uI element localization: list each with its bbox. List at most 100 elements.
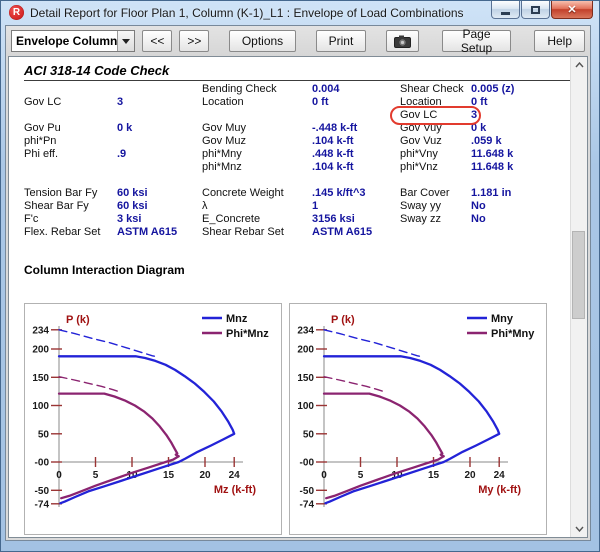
y-tick-label: -74 — [35, 499, 50, 510]
field-label: Shear Bar Fy — [24, 200, 89, 212]
legend-label: Mnz — [226, 313, 248, 325]
help-button[interactable]: Help — [534, 30, 585, 52]
interaction-diagram-mz: 234 200 150 100 50 -00 -50 -74 0 5 10 15 20 24 P (k) Mz… — [24, 303, 282, 535]
field-label: Shear Check — [400, 83, 464, 95]
field-value: 3 — [117, 96, 124, 108]
field-value — [312, 109, 400, 122]
field-label: Gov Pu — [24, 122, 61, 134]
field-value: 60 ksi — [117, 200, 148, 212]
y-tick-label: -50 — [35, 486, 50, 497]
field-value — [312, 174, 400, 187]
field-label: Concrete Weight — [202, 187, 284, 199]
field-label: phi*Pn — [24, 135, 57, 147]
field-value: 3156 ksi — [312, 213, 355, 225]
x-tick-label: 10 — [126, 470, 138, 481]
section-heading-code-check: ACI 318-14 Code Check — [24, 63, 170, 78]
maximize-button[interactable] — [521, 1, 550, 19]
report-type-select[interactable]: Envelope Column — [11, 30, 136, 52]
field-label — [202, 109, 312, 122]
field-value — [117, 109, 202, 122]
field-value — [117, 174, 202, 187]
x-tick-label: 10 — [391, 470, 403, 481]
chevron-down-icon — [574, 526, 584, 532]
field-label: λ — [202, 200, 208, 212]
field-value: 3 — [471, 109, 478, 121]
x-axis-title: My (k-ft) — [478, 484, 521, 496]
field-value — [471, 174, 571, 187]
field-value: .9 — [117, 148, 127, 160]
snapshot-button[interactable] — [385, 30, 419, 52]
legend-label: Phi*Mny — [491, 328, 535, 340]
y-axis-title: P (k) — [331, 314, 355, 326]
vertical-scrollbar[interactable] — [570, 57, 587, 537]
field-value: .448 k-ft — [312, 148, 354, 160]
scrollbar-thumb[interactable] — [572, 231, 585, 319]
field-value: 0 ft — [312, 96, 329, 108]
field-label: Location — [400, 96, 442, 108]
field-label: Bending Check — [202, 83, 277, 95]
field-label: Gov Muz — [202, 135, 247, 147]
y-tick-label: 234 — [32, 325, 49, 336]
chevron-up-icon — [574, 62, 584, 68]
y-tick-label: -74 — [300, 499, 315, 510]
report-sheet: ACI 318-14 Code Check Bending Check 0.004… — [9, 57, 571, 537]
series-mny-nominal-uncapped- — [323, 329, 424, 358]
field-label: Bar Cover — [400, 187, 450, 199]
y-tick-label: -00 — [35, 458, 50, 469]
window-controls: ✕ — [490, 1, 593, 19]
x-tick-label: 24 — [494, 470, 506, 481]
field-label: Sway zz — [400, 213, 441, 225]
print-button[interactable]: Print — [315, 30, 367, 52]
field-label — [400, 174, 471, 187]
field-label: Shear Rebar Set — [202, 226, 284, 238]
page-setup-button[interactable]: Page Setup — [442, 27, 511, 55]
code-check-grid: Bending Check 0.004 Shear Check 0.005 (z) Go… — [24, 83, 571, 239]
toolbar: Envelope Column << >> Options Print Page… — [6, 26, 590, 56]
field-value: 0.004 — [312, 83, 340, 95]
field-label: phi*Vnz — [400, 161, 438, 173]
field-label: Flex. Rebar Set — [24, 226, 101, 238]
field-value: 11.648 k — [471, 161, 514, 173]
window-titlebar: R Detail Report for Floor Plan 1, Column… — [1, 1, 599, 25]
minimize-icon — [501, 11, 510, 15]
field-value — [117, 83, 202, 96]
field-value — [471, 226, 571, 239]
field-label: Gov LC — [24, 96, 62, 108]
field-label: phi*Mnz — [202, 161, 242, 173]
x-tick-label: 15 — [428, 470, 440, 481]
minimize-button[interactable] — [491, 1, 520, 19]
chevron-down-icon[interactable] — [117, 31, 135, 51]
field-value: .104 k-ft — [312, 161, 354, 173]
field-label — [24, 161, 117, 174]
field-value: 3 ksi — [117, 213, 142, 225]
x-tick-label: 20 — [464, 470, 476, 481]
x-tick-label: 5 — [93, 470, 99, 481]
y-tick-label: 234 — [297, 325, 314, 336]
field-value: ASTM A615 — [117, 226, 178, 238]
field-label: phi*Vny — [400, 148, 438, 160]
y-tick-label: 150 — [297, 373, 314, 384]
field-label — [24, 109, 117, 122]
field-value: 1 — [312, 200, 319, 212]
close-button[interactable]: ✕ — [551, 1, 593, 19]
field-label: Gov LC — [400, 109, 438, 121]
scroll-down-button[interactable] — [571, 521, 587, 537]
series-mnz-nominal-uncapped- — [58, 329, 159, 358]
field-value: ASTM A615 — [312, 226, 373, 238]
field-value — [117, 135, 202, 148]
camera-icon — [393, 35, 411, 48]
field-label: Tension Bar Fy — [24, 187, 98, 199]
field-value: 0 k — [471, 122, 487, 134]
next-button[interactable]: >> — [179, 30, 210, 52]
scroll-up-button[interactable] — [571, 57, 587, 73]
field-value: 0 ft — [471, 96, 488, 108]
field-value: No — [471, 213, 486, 225]
field-label: Sway yy — [400, 200, 441, 212]
previous-button[interactable]: << — [142, 30, 173, 52]
field-label: Gov Vuy — [400, 122, 442, 134]
options-button[interactable]: Options — [228, 30, 297, 52]
field-label — [202, 174, 312, 187]
x-tick-label: 0 — [321, 470, 327, 481]
interaction-chart-mz: 234 200 150 100 50 -00 -50 -74 0 5 10 15 20 24 P (k) Mz… — [32, 313, 269, 510]
